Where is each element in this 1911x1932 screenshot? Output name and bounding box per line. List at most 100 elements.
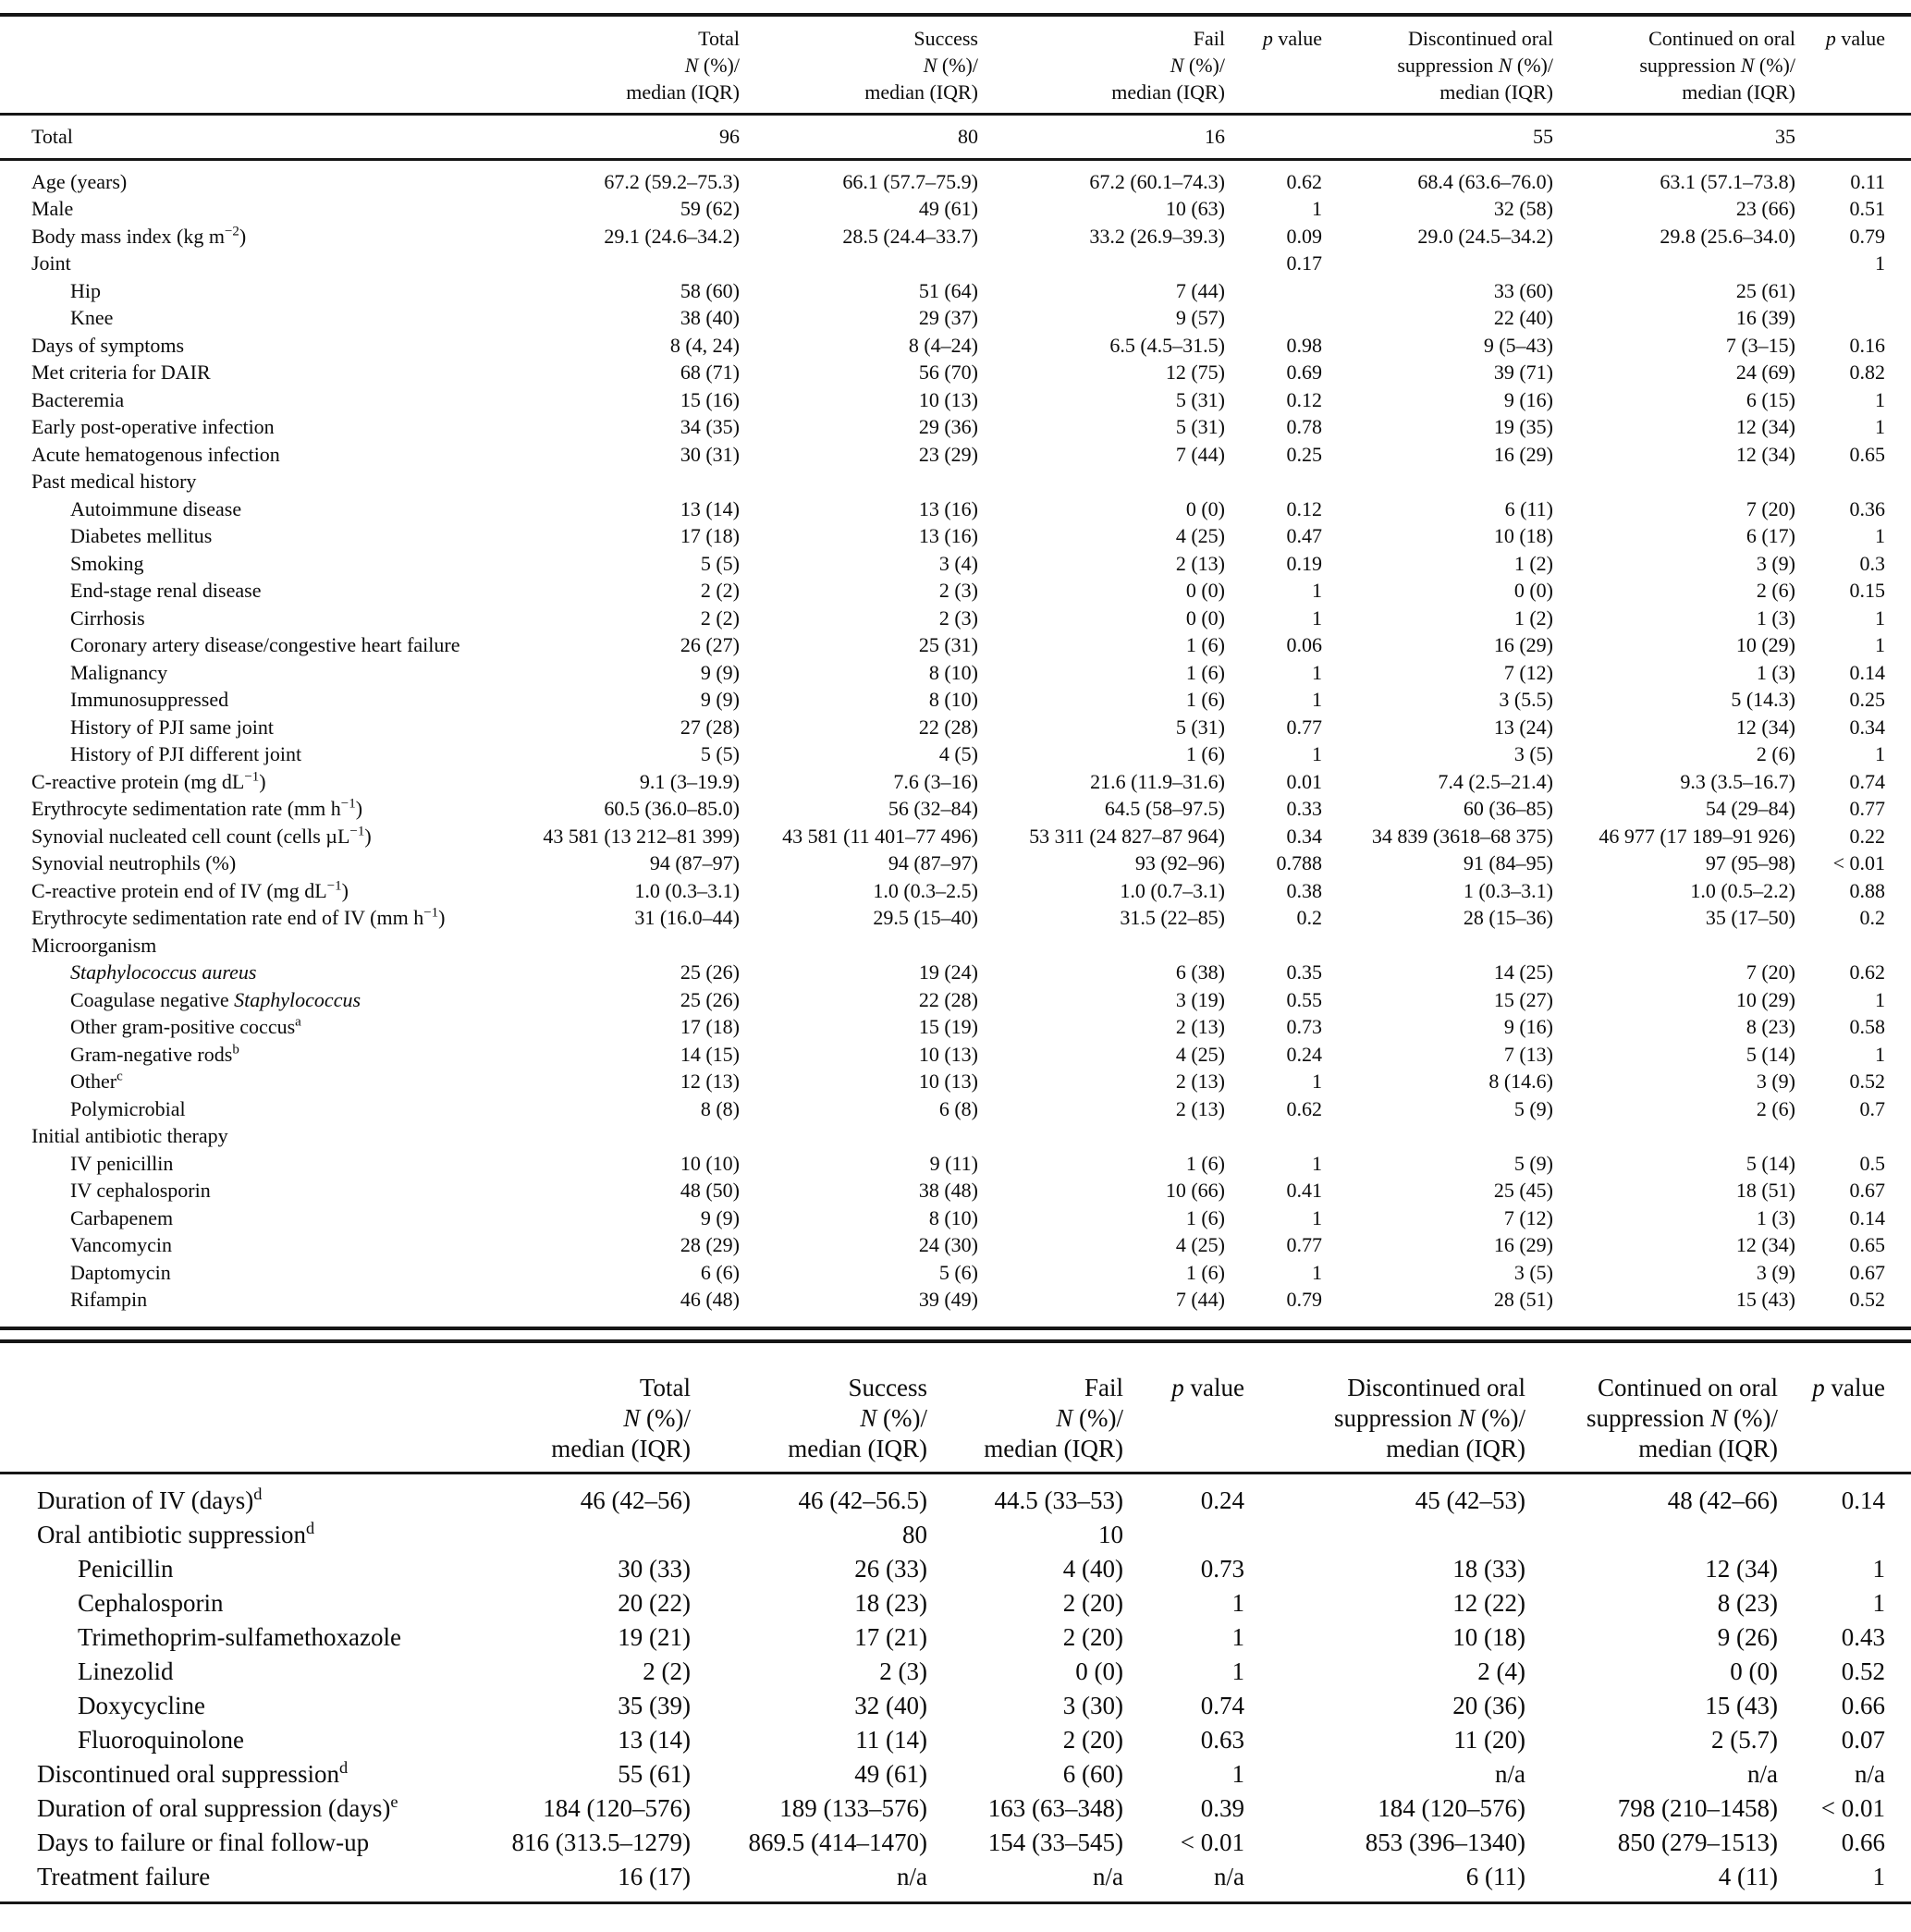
text: Synovial nucleated cell count (cells µL bbox=[31, 824, 350, 848]
cell bbox=[1225, 277, 1322, 305]
cell bbox=[740, 468, 978, 495]
column-header: p value bbox=[1795, 15, 1911, 116]
text: Gram-negative rods bbox=[70, 1042, 233, 1066]
cell: 8 (23) bbox=[1746, 1015, 1795, 1038]
row-label: Knee bbox=[70, 306, 114, 329]
cell: 2 (3) bbox=[938, 605, 978, 630]
cell: 3 (9) bbox=[1756, 1070, 1795, 1093]
cell: 2 (20) bbox=[1062, 1725, 1123, 1754]
cell: 5 (31) bbox=[1175, 715, 1225, 739]
cell: 22 (28) bbox=[918, 715, 978, 739]
cell: 7 (3–15) bbox=[1725, 333, 1795, 357]
cell bbox=[978, 468, 1225, 495]
text: ) bbox=[438, 906, 446, 929]
column-header-line: Success bbox=[913, 27, 978, 50]
cell: 2 (4) bbox=[1477, 1657, 1525, 1685]
cell: 1 (6) bbox=[1185, 1205, 1225, 1229]
cell: 1 bbox=[1875, 605, 1885, 630]
text: C-reactive protein end of IV (mg dL bbox=[31, 878, 327, 902]
row-label: Treatment failure bbox=[37, 1862, 211, 1890]
table-row: Smoking 5 (5) 3 (4) 2 (13) 0.19 1 (2) 3 (9) 0.3 bbox=[0, 550, 1911, 578]
cell: 1 bbox=[1875, 387, 1885, 411]
cell: 15 (43) bbox=[1735, 1288, 1795, 1311]
cell: 3 (9) bbox=[1756, 1260, 1795, 1284]
cell: 21.6 (11.9–31.6) bbox=[1090, 769, 1225, 793]
cell: 1 bbox=[1312, 579, 1322, 602]
cell: 1 bbox=[1312, 1070, 1322, 1093]
italic-text: N bbox=[1056, 1403, 1073, 1432]
column-header-line: Total bbox=[639, 1373, 691, 1401]
cell: 29.5 (15–40) bbox=[873, 906, 978, 929]
column-header-line: Continued on oral bbox=[1598, 1373, 1778, 1401]
cell bbox=[978, 250, 1225, 277]
cell: 184 (120–576) bbox=[1378, 1793, 1525, 1822]
cell: 13 (14) bbox=[680, 496, 740, 520]
table-row: Microorganism bbox=[0, 932, 1911, 960]
cell: 0.78 bbox=[1286, 415, 1323, 438]
cell: 9 (16) bbox=[1503, 387, 1553, 411]
cell: 29.8 (25.6–34.0) bbox=[1660, 224, 1795, 248]
cell: 35 bbox=[1553, 114, 1795, 161]
text: (%)/ bbox=[1475, 1403, 1525, 1432]
cell: 0.41 bbox=[1286, 1179, 1323, 1202]
column-header-line: p value bbox=[1778, 1373, 1885, 1403]
footnote-marker: e bbox=[390, 1791, 398, 1811]
italic-text: N bbox=[1498, 54, 1513, 77]
cell: 5 (14.3) bbox=[1731, 688, 1795, 711]
footnote-marker: −1 bbox=[423, 905, 439, 921]
row-label: Initial antibiotic therapy bbox=[31, 1124, 228, 1147]
row-label: Past medical history bbox=[31, 470, 197, 493]
cell: 23 (66) bbox=[1735, 197, 1795, 220]
cell: 0.82 bbox=[1849, 361, 1886, 384]
row-label: Met criteria for DAIR bbox=[31, 361, 211, 384]
cell: 5 (31) bbox=[1175, 387, 1225, 411]
text: value bbox=[1824, 1373, 1885, 1401]
cell: 7 (44) bbox=[1175, 442, 1225, 466]
column-header-line: suppression N (%)/ bbox=[1553, 52, 1795, 79]
cell: 22 (40) bbox=[1493, 306, 1553, 329]
cell: 9 (26) bbox=[1717, 1622, 1778, 1651]
column-header-line: median (IQR) bbox=[1439, 80, 1553, 104]
cell: 0.74 bbox=[1200, 1691, 1244, 1719]
cell: 10 (66) bbox=[1165, 1179, 1225, 1202]
table-row: Cirrhosis 2 (2) 2 (3) 0 (0) 1 1 (2) 1 (3) 1 bbox=[0, 605, 1911, 632]
cell: 0.77 bbox=[1849, 797, 1886, 820]
cell: 22 (28) bbox=[918, 987, 978, 1011]
cell: 15 (19) bbox=[918, 1015, 978, 1038]
italic-text: N bbox=[684, 54, 699, 77]
column-header-line: N (%)/ bbox=[691, 1403, 927, 1434]
cell: 0.15 bbox=[1849, 579, 1886, 602]
cell bbox=[1795, 277, 1911, 305]
cell: 31 (16.0–44) bbox=[634, 906, 740, 929]
cell bbox=[1553, 1122, 1795, 1150]
cell: 46 (48) bbox=[680, 1288, 740, 1311]
column-header: Fail N (%)/median (IQR) bbox=[978, 15, 1225, 116]
cell: 7 (12) bbox=[1503, 1205, 1553, 1229]
cell: 25 (45) bbox=[1493, 1179, 1553, 1202]
footnote-marker: a bbox=[295, 1014, 301, 1030]
cell: 16 (29) bbox=[1493, 1233, 1553, 1256]
cell: 80 bbox=[902, 1520, 927, 1548]
cell bbox=[527, 468, 740, 495]
paper-table-page: Total N (%)/median (IQR) Success N (%)/medi… bbox=[0, 13, 1911, 1904]
cell: 0.25 bbox=[1286, 442, 1323, 466]
cell: 67.2 (59.2–75.3) bbox=[604, 169, 740, 193]
cell: 13 (24) bbox=[1493, 715, 1553, 739]
table-row: Linezolid 2 (2) 2 (3) 0 (0) 1 2 (4) 0 (0) 0.52 bbox=[0, 1655, 1911, 1689]
cell: 0.14 bbox=[1849, 1205, 1886, 1229]
cell: 9 (57) bbox=[1175, 306, 1225, 329]
row-label: Carbapenem bbox=[70, 1205, 174, 1229]
table-row: Knee 38 (40) 29 (37) 9 (57) 22 (40) 16 (39) bbox=[0, 304, 1911, 332]
cell: 0.63 bbox=[1200, 1725, 1244, 1754]
cell: 23 (29) bbox=[918, 442, 978, 466]
cell: 0 (0) bbox=[1185, 605, 1225, 630]
column-header: Fail N (%)/median (IQR) bbox=[927, 1366, 1123, 1474]
cell: 2 (2) bbox=[700, 579, 740, 602]
cell: 30 (31) bbox=[680, 442, 740, 466]
cell: 10 bbox=[1098, 1520, 1123, 1548]
cell: 96 bbox=[527, 114, 740, 161]
text: value bbox=[1183, 1373, 1244, 1401]
cell: 0.07 bbox=[1841, 1725, 1885, 1754]
cell: 163 (63–348) bbox=[987, 1793, 1123, 1822]
cell: 5 (5) bbox=[700, 742, 740, 765]
